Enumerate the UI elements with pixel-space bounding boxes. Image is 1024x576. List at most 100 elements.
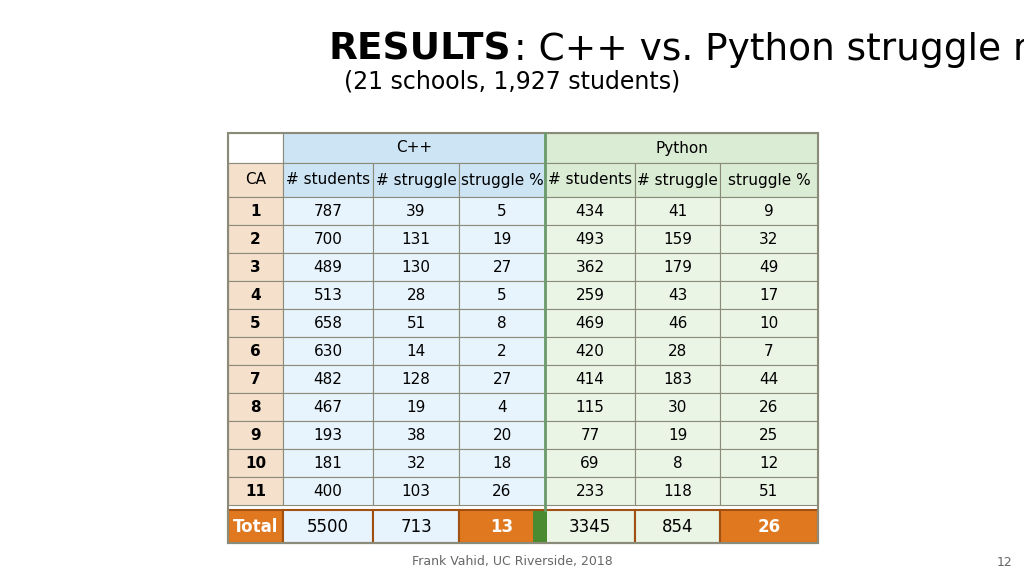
Bar (228, 163, 283, 197)
Text: 513: 513 (313, 287, 342, 302)
Bar (373, 365, 459, 393)
Text: CA: CA (245, 172, 266, 188)
Bar (283, 421, 373, 449)
Bar (459, 197, 545, 225)
Text: 3: 3 (250, 260, 261, 275)
Bar (459, 449, 545, 477)
Text: 630: 630 (313, 343, 343, 358)
Bar (228, 225, 283, 253)
Bar (720, 309, 818, 337)
Text: 713: 713 (400, 517, 432, 536)
Bar (373, 477, 459, 505)
Bar (459, 337, 545, 365)
Bar (228, 477, 283, 505)
Text: 38: 38 (407, 427, 426, 442)
Bar (720, 225, 818, 253)
Text: 39: 39 (407, 203, 426, 218)
Text: 26: 26 (758, 517, 780, 536)
Bar (228, 337, 283, 365)
Text: 8: 8 (673, 456, 682, 471)
Text: 32: 32 (760, 232, 778, 247)
Bar (228, 281, 283, 309)
Text: 414: 414 (575, 372, 604, 386)
Bar (228, 365, 283, 393)
Bar (373, 225, 459, 253)
Bar (720, 197, 818, 225)
Bar (283, 477, 373, 505)
Bar (635, 225, 720, 253)
Text: 9: 9 (764, 203, 774, 218)
Bar (720, 393, 818, 421)
Text: 8: 8 (250, 400, 261, 415)
Text: 787: 787 (313, 203, 342, 218)
Bar (459, 510, 545, 543)
Bar (545, 133, 818, 163)
Text: 434: 434 (575, 203, 604, 218)
Bar (283, 281, 373, 309)
Text: 8: 8 (498, 316, 507, 331)
Text: 482: 482 (313, 372, 342, 386)
Text: 128: 128 (401, 372, 430, 386)
Text: 19: 19 (668, 427, 687, 442)
Bar (635, 510, 720, 543)
Bar (373, 449, 459, 477)
Bar (545, 197, 635, 225)
Text: 400: 400 (313, 483, 342, 498)
Text: 193: 193 (313, 427, 343, 442)
Text: 7: 7 (250, 372, 261, 386)
Text: 233: 233 (575, 483, 604, 498)
Bar (283, 365, 373, 393)
Text: Total: Total (232, 517, 279, 536)
Text: RESULTS: RESULTS (329, 32, 511, 68)
Text: 420: 420 (575, 343, 604, 358)
Text: C++: C++ (396, 141, 432, 156)
Bar (720, 253, 818, 281)
Bar (635, 421, 720, 449)
Text: 26: 26 (493, 483, 512, 498)
Text: 183: 183 (663, 372, 692, 386)
Bar (720, 421, 818, 449)
Text: 5: 5 (498, 287, 507, 302)
Bar (635, 337, 720, 365)
Bar (545, 510, 635, 543)
Bar (228, 253, 283, 281)
Bar (283, 225, 373, 253)
Bar (635, 309, 720, 337)
Text: # struggle: # struggle (637, 172, 718, 188)
Text: 12: 12 (997, 555, 1013, 569)
Bar (720, 365, 818, 393)
Text: 49: 49 (760, 260, 778, 275)
Text: 118: 118 (664, 483, 692, 498)
Text: 28: 28 (407, 287, 426, 302)
Text: Frank Vahid, UC Riverside, 2018: Frank Vahid, UC Riverside, 2018 (412, 555, 612, 569)
Bar (635, 281, 720, 309)
Text: 467: 467 (313, 400, 342, 415)
Text: 27: 27 (493, 372, 512, 386)
Bar (373, 421, 459, 449)
Bar (635, 393, 720, 421)
Text: 2: 2 (498, 343, 507, 358)
Text: 10: 10 (760, 316, 778, 331)
Text: 26: 26 (760, 400, 778, 415)
Bar (283, 133, 545, 163)
Bar (635, 449, 720, 477)
Bar (720, 163, 818, 197)
Text: 28: 28 (668, 343, 687, 358)
Text: 12: 12 (760, 456, 778, 471)
Text: 4: 4 (250, 287, 261, 302)
Bar (283, 197, 373, 225)
Text: 77: 77 (581, 427, 600, 442)
Text: # students: # students (548, 172, 632, 188)
Text: 17: 17 (760, 287, 778, 302)
Text: 43: 43 (668, 287, 687, 302)
Bar (545, 253, 635, 281)
Bar (228, 133, 283, 163)
Text: 5: 5 (498, 203, 507, 218)
Text: 493: 493 (575, 232, 604, 247)
Bar (720, 510, 818, 543)
Text: 69: 69 (581, 456, 600, 471)
Text: Python: Python (655, 141, 708, 156)
Text: (21 schools, 1,927 students): (21 schools, 1,927 students) (344, 70, 680, 94)
Bar (283, 163, 373, 197)
Text: # struggle: # struggle (376, 172, 457, 188)
